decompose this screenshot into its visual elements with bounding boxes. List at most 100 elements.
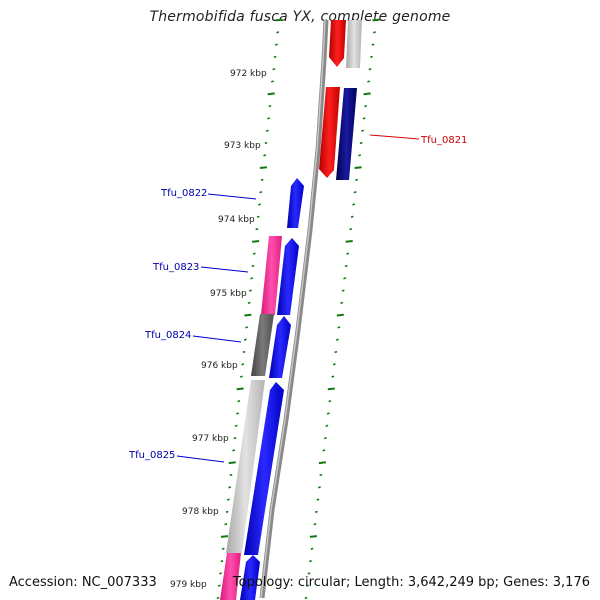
kbp-tick-label: 974 kbp [218,215,255,225]
minor-tick [263,154,267,157]
minor-tick [219,572,223,575]
gene-tfu-0825-gray [226,380,265,553]
minor-tick [349,227,353,231]
minor-tick [310,547,314,550]
minor-tick [307,572,311,575]
minor-tick [358,154,362,157]
minor-tick [370,55,373,59]
minor-tick [276,31,280,34]
minor-tick [341,289,345,292]
minor-tick [260,178,264,182]
minor-tick [234,424,238,427]
minor-tick [309,559,312,563]
minor-tick [326,412,330,415]
gene-tfu-0821-red [319,87,340,178]
minor-tick [350,215,354,218]
minor-tick [343,277,347,280]
minor-tick [334,350,338,354]
minor-tick [322,449,326,452]
minor-tick [362,117,366,120]
minor-tick [216,596,220,600]
gene-label-tfu-0821[interactable]: Tfu_0821 [420,135,467,146]
gene-bottom-pink [220,553,241,600]
gene-label-tfu-0822[interactable]: Tfu_0822 [160,188,207,199]
minor-tick [272,68,276,71]
major-tick [236,387,244,391]
major-tick [318,461,327,465]
minor-tick [332,363,336,366]
major-tick [220,535,229,538]
minor-tick [353,191,357,194]
minor-tick [236,412,239,415]
minor-tick [226,498,230,501]
minor-tick [245,326,249,329]
minor-tick [247,301,251,305]
minor-tick [241,363,245,366]
genome-stats-text: Topology: circular; Length: 3,642,249 bp… [232,575,590,590]
minor-tick [323,436,327,440]
minor-tick [337,326,341,329]
major-tick [267,92,275,96]
major-tick [345,240,353,243]
gene-tfu-0822 [287,178,304,228]
minor-tick [364,104,368,108]
minor-tick [220,559,224,563]
minor-tick [228,486,232,489]
minor-tick [248,289,252,292]
minor-tick [239,375,243,378]
minor-tick [217,584,221,587]
minor-tick [224,523,228,526]
gene-label-tfu-0825[interactable]: Tfu_0825 [128,450,175,461]
minor-tick [340,301,344,305]
major-tick [327,387,335,391]
minor-tick [273,55,277,59]
minor-tick [274,43,278,46]
minor-tick [243,338,247,341]
reverse-tick-track [304,18,380,600]
minor-tick [225,510,229,514]
major-tick [275,18,283,22]
gene-reverse-top-gray [346,20,362,68]
kbp-tick-label: 973 kbp [224,141,261,151]
minor-tick [267,117,271,120]
backbone-track [259,19,329,599]
minor-tick [271,80,274,83]
minor-tick [319,473,323,477]
gene-tfu-0823-pink [261,236,282,315]
minor-tick [306,584,309,587]
minor-tick [233,436,237,440]
minor-tick [221,547,225,550]
forward-tick-track [216,18,283,600]
major-tick [363,92,371,96]
gene-label-tfu-0823[interactable]: Tfu_0823 [152,262,199,273]
minor-tick [251,264,255,268]
minor-tick [344,264,348,268]
leader-line-tfu-0822 [207,193,257,200]
gene-label-tfu-0824[interactable]: Tfu_0824 [144,330,191,341]
kbp-tick-label: 978 kbp [182,507,219,517]
kbp-tick-label: 976 kbp [201,361,238,371]
minor-tick [259,191,263,194]
leader-line-tfu-0821 [369,134,420,140]
minor-tick [325,424,329,427]
gene-bottom-blue [240,555,260,600]
minor-tick [359,141,363,145]
minor-tick [232,449,236,452]
accession-text: Accession: NC_007333 [9,575,157,590]
leader-line-tfu-0824 [192,335,242,343]
minor-tick [242,350,246,354]
major-tick [228,461,236,465]
minor-tick [346,252,350,255]
minor-tick [250,277,254,280]
minor-tick [331,375,335,378]
major-tick [336,313,344,317]
gene-tfu-0825-blue [244,382,284,555]
kbp-tick-label: 979 kbp [170,580,207,590]
minor-tick [335,338,339,341]
minor-tick [317,486,321,489]
major-tick [259,166,268,169]
kbp-tick-label: 975 kbp [210,289,247,299]
minor-tick [352,203,356,206]
minor-tick [252,252,256,255]
